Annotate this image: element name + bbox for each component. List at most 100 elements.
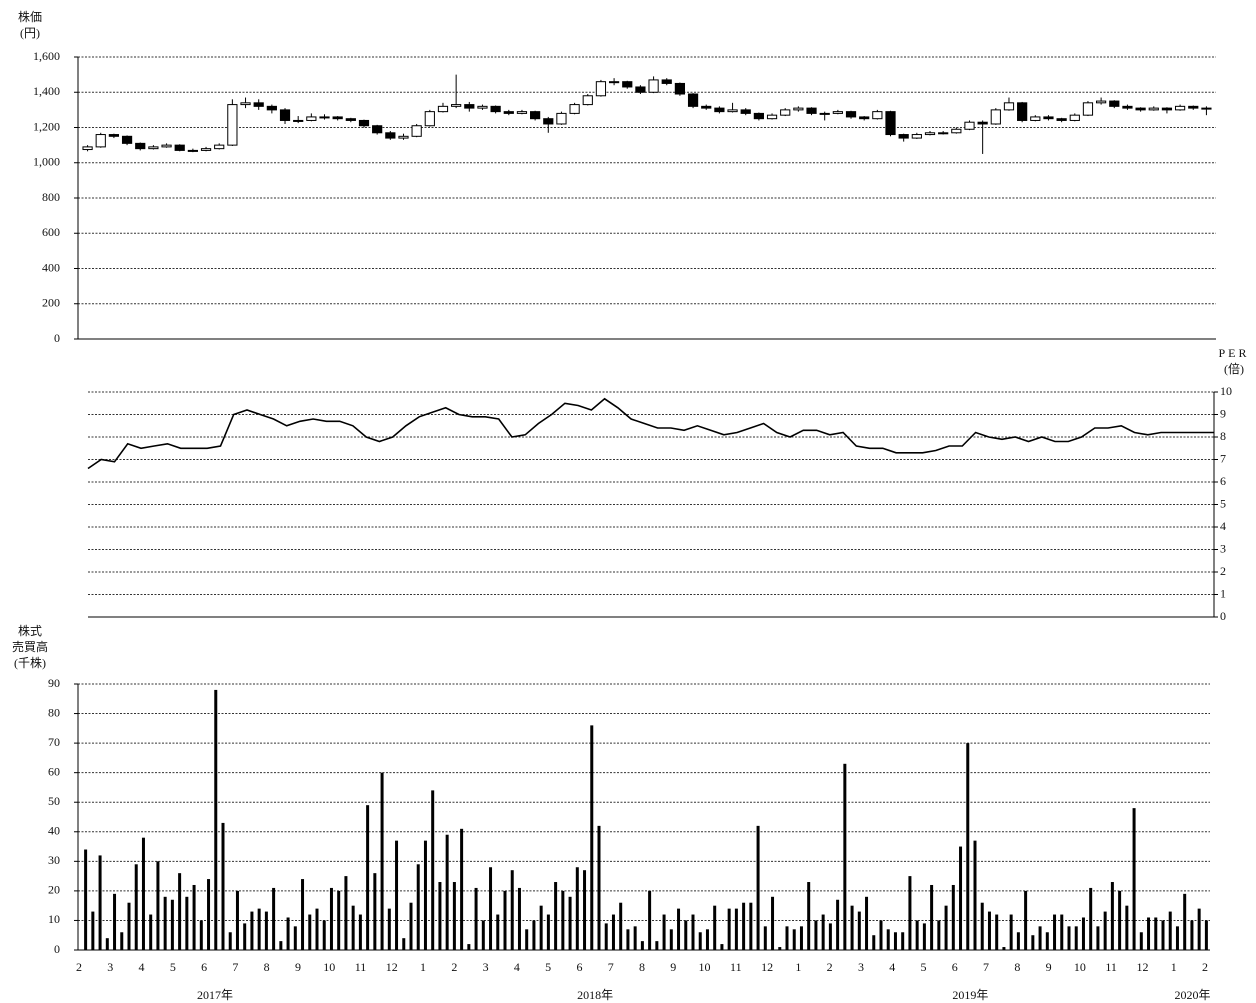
volume-bar bbox=[257, 908, 261, 950]
y-tick-label: 5 bbox=[1220, 496, 1226, 510]
volume-bar bbox=[113, 893, 117, 950]
volume-bar bbox=[1060, 914, 1064, 950]
x-tick-label: 1 bbox=[420, 960, 426, 974]
candle-body bbox=[635, 86, 646, 93]
y-tick-label: 30 bbox=[48, 853, 60, 867]
volume-bar bbox=[655, 941, 659, 950]
volume-bar bbox=[944, 905, 948, 950]
volume-bar bbox=[857, 911, 861, 950]
y-tick-label: 6 bbox=[1220, 474, 1226, 488]
volume-bar bbox=[850, 905, 854, 950]
candle-body bbox=[648, 79, 659, 93]
candle-body bbox=[964, 121, 975, 130]
volume-bar bbox=[228, 932, 232, 950]
volume-bar bbox=[937, 920, 941, 950]
candle-body bbox=[701, 105, 712, 109]
candle-body bbox=[1135, 107, 1146, 111]
volume-bar bbox=[828, 923, 832, 950]
candle-body bbox=[451, 104, 462, 107]
volume-bar bbox=[517, 887, 521, 950]
volume-bar bbox=[315, 908, 319, 950]
candle-body bbox=[1161, 107, 1173, 111]
volume-bar bbox=[568, 896, 572, 950]
axis-title: 株式 bbox=[18, 623, 42, 638]
volume-bar bbox=[1096, 926, 1100, 950]
candle-body bbox=[293, 119, 304, 122]
candle-body bbox=[924, 132, 936, 136]
candle-body bbox=[1174, 105, 1186, 111]
volume-bar bbox=[554, 882, 558, 950]
x-tick-label: 10 bbox=[323, 960, 335, 974]
candle-body bbox=[753, 112, 764, 120]
volume-bar bbox=[1175, 926, 1179, 950]
volume-bar bbox=[807, 882, 811, 950]
y-tick-label: 10 bbox=[1220, 384, 1232, 398]
x-tick-label: 2 bbox=[76, 960, 82, 974]
volume-bar bbox=[438, 882, 442, 950]
candle-body bbox=[569, 104, 580, 114]
volume-bar bbox=[640, 941, 644, 950]
candle-body bbox=[898, 134, 909, 139]
candle-body bbox=[1043, 116, 1054, 120]
candle-body bbox=[990, 109, 1001, 125]
y-tick-label: 200 bbox=[42, 296, 60, 310]
y-tick-label: 1,400 bbox=[33, 84, 60, 98]
axis-title: 売買高 bbox=[12, 639, 48, 654]
y-tick-label: 600 bbox=[42, 225, 60, 239]
volume-bar bbox=[771, 896, 775, 950]
candle-body bbox=[661, 79, 672, 84]
volume-bar bbox=[373, 873, 377, 950]
volume-bar bbox=[481, 920, 485, 950]
volume-bar bbox=[843, 763, 847, 950]
volume-bar bbox=[510, 870, 514, 950]
volume-bar bbox=[134, 864, 138, 950]
volume-bar bbox=[91, 911, 95, 950]
volume-bar bbox=[1161, 920, 1165, 950]
candle-body bbox=[622, 81, 633, 88]
volume-bar bbox=[221, 822, 225, 950]
volume-bar bbox=[966, 743, 970, 950]
candle-body bbox=[1109, 100, 1120, 107]
volume-bar bbox=[713, 905, 717, 950]
candle-body bbox=[1069, 114, 1080, 121]
candle-body bbox=[608, 81, 620, 84]
candle-body bbox=[437, 105, 449, 113]
volume-bar bbox=[836, 899, 840, 950]
volume-bar bbox=[669, 929, 673, 950]
volume-bar bbox=[973, 840, 977, 950]
volume-bar bbox=[351, 905, 355, 950]
candle-body bbox=[148, 146, 159, 150]
volume-bar bbox=[727, 908, 731, 950]
candle-body bbox=[345, 118, 356, 121]
x-tick-label: 4 bbox=[889, 960, 895, 974]
x-tick-label: 12 bbox=[761, 960, 773, 974]
volume-bar bbox=[1038, 926, 1042, 950]
x-tick-label: 11 bbox=[355, 960, 367, 974]
volume-bar bbox=[141, 837, 145, 950]
y-tick-label: 40 bbox=[48, 824, 60, 838]
volume-bar bbox=[814, 920, 818, 950]
y-tick-label: 2 bbox=[1220, 564, 1226, 578]
volume-bar bbox=[272, 887, 276, 950]
volume-bar bbox=[163, 896, 167, 950]
volume-bar bbox=[626, 929, 630, 950]
volume-bar bbox=[785, 926, 789, 950]
candle-body bbox=[332, 116, 343, 120]
candle-body bbox=[174, 144, 185, 151]
x-tick-label: 7 bbox=[232, 960, 238, 974]
volume-bar bbox=[1074, 926, 1078, 950]
candle-body bbox=[464, 104, 475, 109]
candle-body bbox=[911, 134, 922, 139]
candle-body bbox=[806, 107, 817, 114]
volume-bar bbox=[279, 941, 283, 950]
volume-bar bbox=[865, 896, 869, 950]
year-label: 2019年 bbox=[952, 988, 988, 1002]
volume-bar bbox=[105, 938, 109, 950]
volume-bar bbox=[1110, 882, 1114, 950]
volume-bar bbox=[951, 884, 955, 950]
x-tick-label: 1 bbox=[795, 960, 801, 974]
candle-body bbox=[477, 105, 488, 109]
candle-body bbox=[503, 111, 514, 114]
y-tick-label: 4 bbox=[1220, 519, 1226, 533]
volume-bar bbox=[192, 884, 196, 950]
